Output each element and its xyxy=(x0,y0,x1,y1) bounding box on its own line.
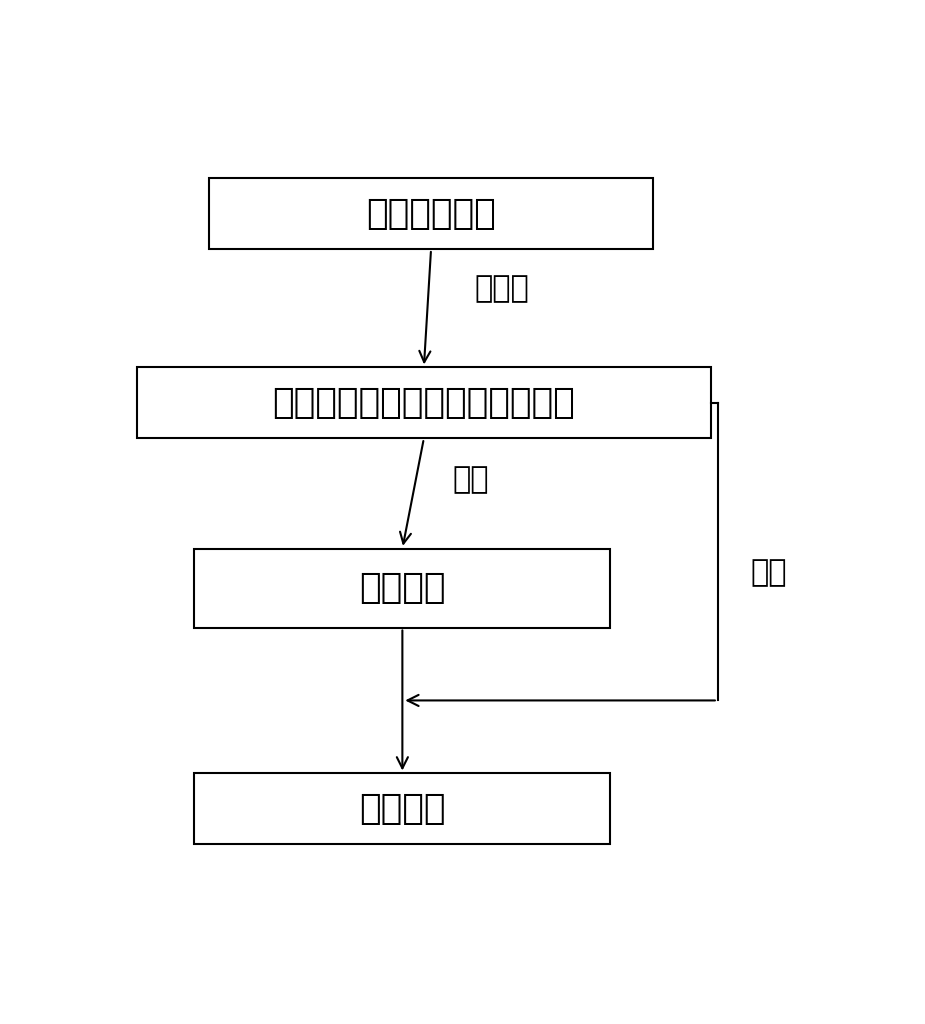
Text: 训练: 训练 xyxy=(452,465,489,494)
Bar xyxy=(209,178,653,249)
Text: 测试: 测试 xyxy=(750,558,786,587)
Text: 预处理: 预处理 xyxy=(474,274,529,303)
Text: 原始心电信号: 原始心电信号 xyxy=(366,197,496,230)
Text: 识别模型: 识别模型 xyxy=(359,571,446,605)
Text: 识别结果: 识别结果 xyxy=(359,792,446,826)
Bar xyxy=(194,549,610,628)
Bar xyxy=(194,773,610,845)
Bar xyxy=(137,368,710,438)
Text: 特征波形与尖峰状波的波峰间期: 特征波形与尖峰状波的波峰间期 xyxy=(273,386,575,420)
